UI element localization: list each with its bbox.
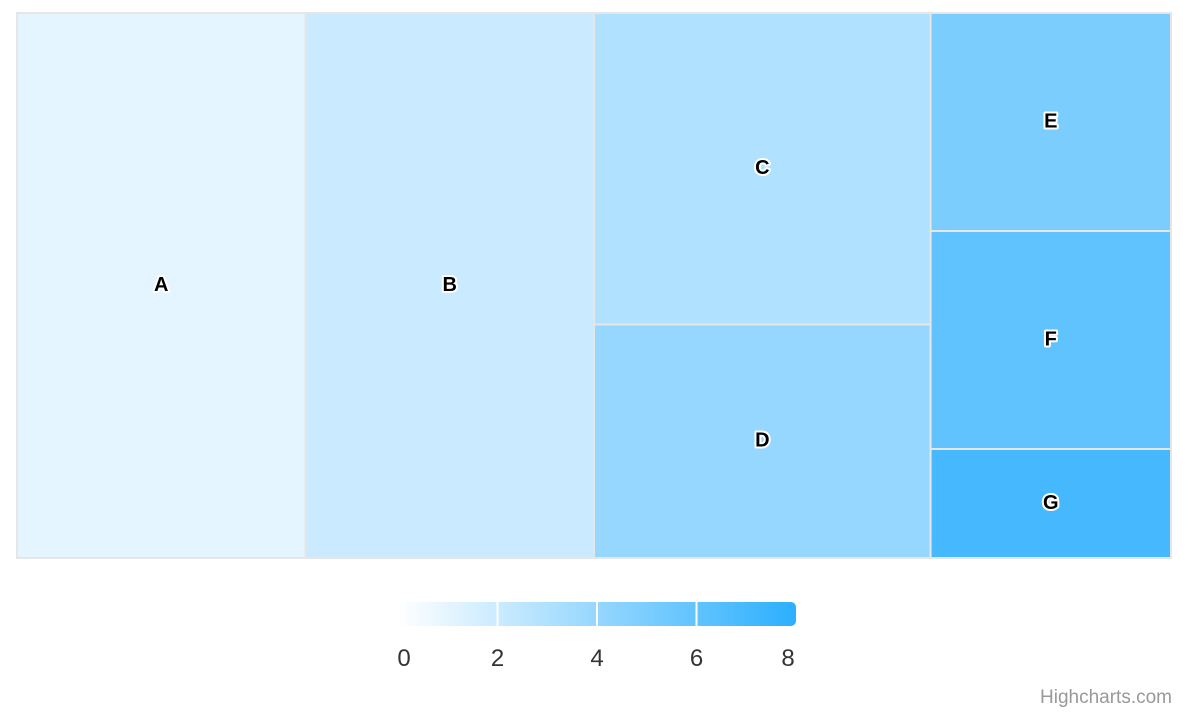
treemap-label-a: A [154,274,168,296]
treemap-cells [16,12,1173,559]
treemap-label-c: C [755,157,769,179]
treemap-cell-a[interactable] [16,12,307,559]
color-axis-tick-label: 2 [491,645,504,672]
color-axis-tick-label: 6 [690,645,703,672]
color-axis-labels: 0 2 4 6 8 [397,645,794,672]
treemap-cell-b[interactable] [304,12,595,559]
treemap-cell-c[interactable] [593,12,932,326]
color-axis-gridlines [496,602,698,626]
treemap-label-e: E [1044,110,1057,132]
treemap-cell-e[interactable] [929,12,1173,232]
treemap-label-d: D [755,429,769,451]
color-axis-tick-label: 4 [590,645,603,672]
treemap-cell-g[interactable] [929,448,1173,559]
treemap-label-f: F [1045,328,1057,350]
color-axis-tick-label: 0 [397,645,410,672]
treemap-cell-f[interactable] [929,230,1173,450]
credits-link[interactable]: Highcharts.com [1040,687,1172,708]
color-axis: 0 2 4 6 8 [397,602,796,672]
treemap-cell-d[interactable] [593,323,932,559]
treemap-label-g: G [1043,492,1059,514]
treemap-label-b: B [443,274,457,296]
treemap-labels: A B C D E F G [152,108,1061,516]
color-axis-tick-label: 8 [781,645,794,672]
